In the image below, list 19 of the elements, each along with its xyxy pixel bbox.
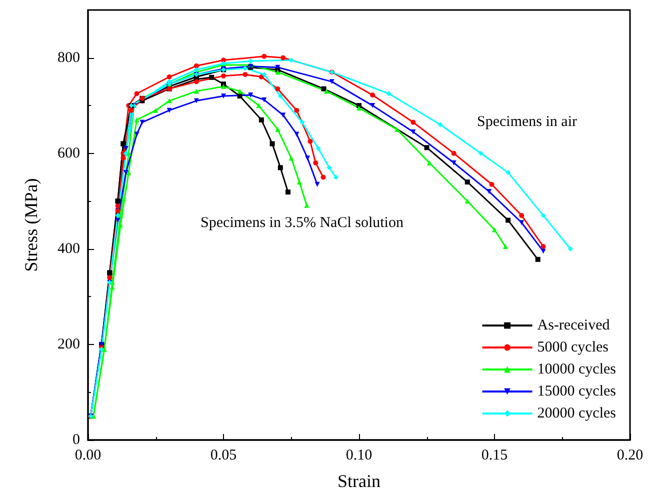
x-tick-label: 0.15 (481, 448, 508, 464)
x-tick-label: 0.05 (210, 448, 237, 464)
x-tick-label: 0.20 (616, 448, 644, 464)
y-axis-title: Stress (MPa) (21, 178, 41, 272)
y-tick-label: 600 (58, 145, 80, 162)
y-tick-label: 200 (58, 336, 80, 352)
annotation: Specimens in 3.5% NaCl solution (200, 215, 404, 231)
legend-label: 5000 cycles (537, 340, 609, 356)
x-tick-label: 0.00 (74, 448, 102, 464)
y-tick-label: 800 (58, 50, 80, 66)
legend-label: 10000 cycles (537, 362, 616, 378)
annotation: Specimens in air (477, 114, 577, 130)
legend-label: 20000 cycles (537, 406, 616, 422)
legend-label: 15000 cycles (537, 384, 616, 400)
legend-label: As-received (537, 318, 610, 334)
x-tick-label: 0.10 (346, 448, 372, 464)
x-axis-title: Strain (338, 471, 380, 491)
y-tick-label: 400 (58, 240, 80, 257)
y-tick-label: 0 (72, 432, 80, 448)
